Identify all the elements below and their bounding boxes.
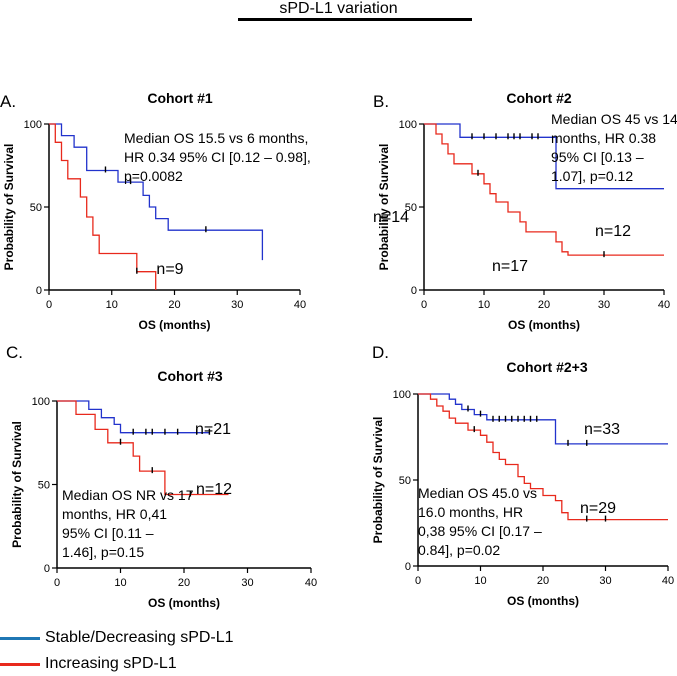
y-tick-label: 50 <box>399 475 411 487</box>
y-axis-title: Probability of Survival <box>371 417 385 544</box>
km-panel-1: A. Cohort #1 0 10 20 30 40 0 50 100 OS (months) Pro… <box>0 90 409 332</box>
annotation-line: months, HR 0.38 <box>551 130 656 146</box>
x-tick-label: 30 <box>599 575 611 587</box>
n-label-stable: n=21 <box>195 421 231 438</box>
legend-swatch-increasing <box>0 663 40 666</box>
x-tick-label: 20 <box>537 575 549 587</box>
panel-letter: A. <box>0 92 16 111</box>
y-tick-label: 100 <box>393 389 411 401</box>
annotation-line: p=0.0082 <box>124 168 183 184</box>
x-tick-label: 40 <box>294 299 306 311</box>
x-tick-label: 10 <box>106 299 118 311</box>
x-tick-label: 10 <box>114 577 126 589</box>
x-tick-label: 0 <box>46 299 52 311</box>
figure-title: sPD-L1 variation <box>279 0 398 17</box>
annotation-line: 95% CI [0.11 – <box>62 525 154 541</box>
y-axis-title: Probability of Survival <box>2 144 16 271</box>
x-tick-label: 40 <box>662 575 674 587</box>
annotation-line: 1.46], p=0.15 <box>62 544 144 560</box>
x-tick-label: 0 <box>421 299 427 311</box>
panel-letter: C. <box>6 343 23 362</box>
annotation-line: Median OS NR vs 17 <box>62 487 194 503</box>
annotation-line: Median OS 45 vs 14 <box>551 111 677 127</box>
y-tick-label: 0 <box>36 285 42 297</box>
x-tick-label: 30 <box>231 299 243 311</box>
x-tick-label: 0 <box>54 577 60 589</box>
annotation-line: Median OS 15.5 vs 6 months, <box>124 130 308 146</box>
x-tick-label: 20 <box>168 299 180 311</box>
n-label-stable: n=12 <box>595 223 631 240</box>
x-axis-title: OS (months) <box>148 596 220 610</box>
n-label-stable: n=33 <box>584 421 620 438</box>
n-label-increasing: n=17 <box>492 258 528 275</box>
y-tick-label: 100 <box>24 119 42 131</box>
curve-stable <box>57 400 210 434</box>
title-underline <box>238 18 472 21</box>
panel-letter: D. <box>372 343 389 362</box>
x-tick-label: 40 <box>658 299 670 311</box>
y-tick-label: 100 <box>32 396 50 408</box>
y-tick-label: 50 <box>38 480 50 492</box>
annotation-line: 0.84], p=0.02 <box>418 542 500 558</box>
x-tick-label: 0 <box>415 575 421 587</box>
annotation-line: HR 0.34 95% CI [0.12 – 0.98], <box>124 149 311 165</box>
x-tick-label: 40 <box>305 577 317 589</box>
curve-stable <box>49 123 264 261</box>
curve-increasing <box>424 123 664 256</box>
x-tick-label: 30 <box>241 577 253 589</box>
x-tick-label: 20 <box>178 577 190 589</box>
legend-label-stable: Stable/Decreasing sPD-L1 <box>45 629 234 646</box>
panel-letter: B. <box>373 92 389 111</box>
y-tick-label: 0 <box>411 285 417 297</box>
x-tick-label: 30 <box>598 299 610 311</box>
y-tick-label: 0 <box>405 561 411 573</box>
km-panel-4: D. Cohort #2+3 0 10 20 30 40 0 50 100 OS (months) P… <box>371 343 674 608</box>
y-tick-label: 100 <box>399 119 417 131</box>
y-tick-label: 50 <box>30 202 42 214</box>
panel-title: Cohort #2 <box>506 90 572 106</box>
annotation-line: 0,38 95% CI [0.17 – <box>418 523 542 539</box>
y-axis-title: Probability of Survival <box>10 421 24 548</box>
x-axis-title: OS (months) <box>507 594 579 608</box>
annotation-line: 1.07], p=0.12 <box>551 168 633 184</box>
legend-label-increasing: Increasing sPD-L1 <box>45 655 177 672</box>
y-tick-label: 50 <box>405 202 417 214</box>
panel-title: Cohort #1 <box>147 90 213 106</box>
km-panel-2: B. Cohort #2 0 10 20 30 40 0 50 100 OS (months) Pro… <box>373 90 677 332</box>
annotation-line: 16.0 months, HR <box>418 504 523 520</box>
x-tick-label: 10 <box>478 299 490 311</box>
x-tick-label: 20 <box>538 299 550 311</box>
km-panel-3: C. Cohort #3 0 10 20 30 40 0 50 100 OS (months) Pro… <box>6 343 317 610</box>
legend-swatch-stable <box>0 637 40 640</box>
curve-increasing <box>49 123 157 290</box>
annotation-line: months, HR 0,41 <box>62 506 167 522</box>
n-label-increasing: n=12 <box>196 481 232 498</box>
panel-title: Cohort #3 <box>157 368 223 384</box>
panel-title: Cohort #2+3 <box>506 359 588 375</box>
x-axis-title: OS (months) <box>139 318 211 332</box>
x-axis-title: OS (months) <box>508 318 580 332</box>
y-tick-label: 0 <box>44 563 50 575</box>
curve-increasing <box>418 393 668 521</box>
n-label-increasing: n=29 <box>580 500 616 517</box>
annotation-line: Median OS 45.0 vs <box>418 485 537 501</box>
x-tick-label: 10 <box>474 575 486 587</box>
n-label-stable: n=14 <box>373 209 409 226</box>
y-axis-title: Probability of Survival <box>377 144 391 271</box>
annotation-line: 95% CI [0.13 – <box>551 149 644 165</box>
n-label-increasing: n=9 <box>156 261 183 278</box>
